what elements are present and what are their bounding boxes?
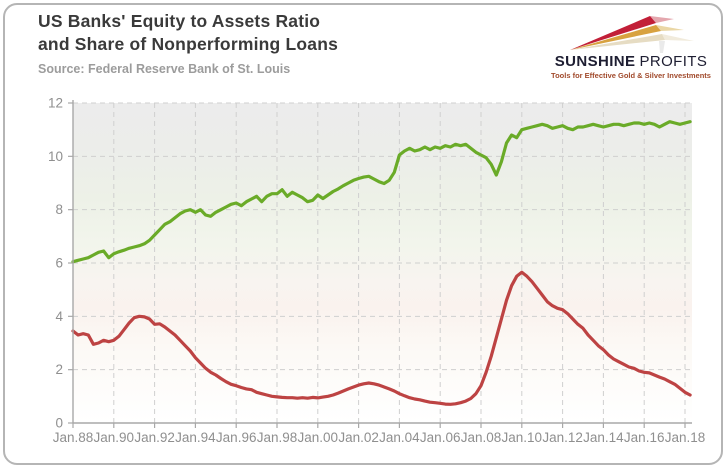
- chart-title-line2: and Share of Nonperforming Loans: [38, 34, 339, 54]
- x-axis-tick-label: Jan.98: [257, 430, 298, 445]
- x-axis-tick-label: Jan.02: [338, 430, 379, 445]
- x-axis-tick-label: Jan.88: [53, 430, 94, 445]
- ray-red-fade: [650, 16, 674, 23]
- ray-gold-fade: [656, 25, 684, 31]
- ray-cream-fade: [662, 34, 694, 41]
- x-axis-tick-label: Jan.06: [420, 430, 461, 445]
- x-axis-tick-label: Jan.12: [542, 430, 583, 445]
- y-axis-tick-label: 10: [48, 149, 63, 164]
- gridlines: [68, 102, 692, 428]
- y-axis-tick-label: 6: [55, 256, 63, 271]
- x-axis-tick-label: Jan.00: [298, 430, 339, 445]
- x-axis-labels: Jan.88 Jan.90 Jan.92 Jan.94 Jan.96 Jan.98 Jan.…: [53, 430, 706, 445]
- x-axis-tick-label: Jan.08: [461, 430, 502, 445]
- x-axis-tick-label: Jan.16: [624, 430, 665, 445]
- chart-title-line1: US Banks' Equity to Assets Ratio: [38, 11, 321, 31]
- x-axis-tick-label: Jan.14: [583, 430, 624, 445]
- ray-shadow: [659, 41, 665, 53]
- series-line-equity-to-assets: [71, 120, 692, 264]
- y-axis-tick-label: 0: [55, 416, 63, 431]
- y-axis-tick-label: 4: [55, 309, 63, 324]
- ray-red: [570, 16, 656, 50]
- x-axis-tick-label: Jan.04: [379, 430, 420, 445]
- logo-name-secondary: PROFITS: [639, 53, 708, 70]
- chart-source: Source: Federal Reserve Bank of St. Loui…: [38, 62, 291, 76]
- x-axis-tick-label: Jan.94: [175, 430, 216, 445]
- y-axis-labels: 0 2 4 6 8 10 12: [48, 96, 64, 431]
- x-axis-tick-label: Jan.10: [502, 430, 543, 445]
- ray-cream: [570, 34, 665, 50]
- y-axis-tick-label: 2: [55, 362, 63, 377]
- x-axis-tick-label: Jan.90: [94, 430, 135, 445]
- sun-rays-icon: [570, 16, 694, 53]
- ray-gold: [570, 25, 661, 50]
- x-axis-tick-label: Jan.18: [665, 430, 706, 445]
- chart-title: US Banks' Equity to Assets Ratio and Sha…: [38, 10, 338, 56]
- y-axis-tick-label: 12: [48, 96, 63, 111]
- logo-tagline: Tools for Effective Gold & Silver Invest…: [551, 71, 711, 80]
- x-axis-tick-label: Jan.96: [216, 430, 257, 445]
- y-axis-tick-label: 8: [55, 202, 63, 217]
- x-axis-tick-label: Jan.92: [134, 430, 175, 445]
- sunshine-profits-logo: SUNSHINE PROFITS Tools for Effective Gold…: [549, 11, 713, 80]
- data-series: [71, 120, 692, 406]
- logo-name: SUNSHINE PROFITS: [549, 53, 713, 70]
- series-line-nonperforming-loans: [71, 270, 692, 406]
- logo-name-primary: SUNSHINE: [554, 53, 636, 70]
